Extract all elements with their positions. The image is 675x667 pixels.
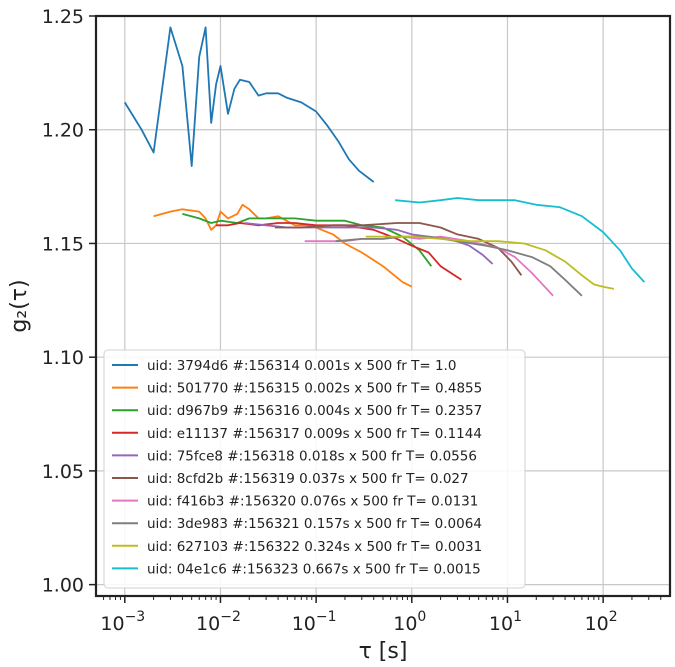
y-axis-label: g₂(τ) <box>7 279 32 332</box>
series-line <box>124 26 375 183</box>
series-line <box>395 197 646 283</box>
legend-entry: uid: 501770 #:156315 0.002s x 500 fr T= … <box>147 381 482 397</box>
x-tick-label: 10−1 <box>292 609 337 635</box>
legend-entry: uid: 75fce8 #:156318 0.018s x 500 fr T= … <box>147 448 477 464</box>
y-tick-label: 1.25 <box>42 6 84 28</box>
legend-entry: uid: d967b9 #:156316 0.004s x 500 fr T= … <box>147 403 482 419</box>
x-tick-label: 100 <box>393 609 426 635</box>
series-line <box>182 213 433 267</box>
legend-entry: uid: f416b3 #:156320 0.076s x 500 fr T= … <box>147 494 478 510</box>
series-line <box>335 235 583 297</box>
x-tick-label: 10−2 <box>196 609 241 635</box>
legend-entry: uid: e11137 #:156317 0.009s x 500 fr T= … <box>147 426 482 442</box>
x-axis-label: τ [s] <box>359 639 408 664</box>
series-line <box>274 222 523 276</box>
y-tick-label: 1.15 <box>42 233 84 255</box>
legend: uid: 3794d6 #:156314 0.001s x 500 fr T= … <box>103 349 526 589</box>
x-tick-label: 101 <box>489 609 522 635</box>
legend-entry: uid: 3794d6 #:156314 0.001s x 500 fr T= … <box>147 358 456 374</box>
legend-entry: uid: 8cfd2b #:156319 0.037s x 500 fr T= … <box>147 471 469 487</box>
series-line <box>365 235 615 290</box>
axis-ticks: 10−3 10−2 10−1 100 101 102 1.00 1.05 1.10 1.15 1.2… <box>42 6 662 635</box>
series-line <box>153 203 413 288</box>
legend-entry: uid: 3de983 #:156321 0.157s x 500 fr T= … <box>147 516 482 532</box>
y-tick-label: 1.00 <box>42 575 84 597</box>
y-tick-label: 1.10 <box>42 347 84 369</box>
x-tick-label: 102 <box>585 609 618 635</box>
plot-series <box>124 26 646 297</box>
x-tick-label: 10−3 <box>100 609 145 635</box>
legend-entry: uid: 627103 #:156322 0.324s x 500 fr T= … <box>147 539 482 555</box>
y-tick-label: 1.05 <box>42 461 84 483</box>
y-tick-label: 1.20 <box>42 120 84 142</box>
legend-entry: uid: 04e1c6 #:156323 0.667s x 500 fr T= … <box>147 561 481 577</box>
legend-box <box>103 349 526 589</box>
